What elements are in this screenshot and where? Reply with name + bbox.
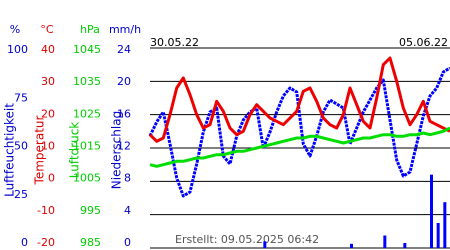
- y-tick-label: 8: [124, 172, 131, 185]
- y-tick-label: 16: [117, 107, 131, 120]
- y-tick-label: 50: [14, 140, 28, 153]
- axis-title: Luftfeuchtigkeit: [3, 103, 17, 197]
- axis-title: Temperatur: [33, 115, 47, 185]
- precip-bar: [403, 243, 407, 248]
- y-tick-label: 30: [41, 75, 55, 88]
- axis-title: Niederschlag: [110, 111, 124, 189]
- footer: Erstellt: 09.05.2025 06:42: [175, 233, 319, 246]
- precip-bar: [436, 223, 440, 248]
- y-tick-label: 20: [41, 107, 55, 120]
- y-tick-label: 10: [41, 140, 55, 153]
- end-date: 05.06.22: [399, 36, 448, 49]
- y-tick-label: 0: [21, 236, 28, 249]
- series-line: [148, 56, 450, 143]
- y-tick-label: 1035: [73, 75, 101, 88]
- precip-bar: [443, 202, 447, 248]
- y-tick-label: 25: [14, 188, 28, 201]
- precip-bar: [350, 243, 353, 248]
- y-tick-label: 100: [7, 43, 28, 56]
- y-tick-label: -20: [37, 236, 55, 249]
- y-tick-label: 40: [41, 43, 55, 56]
- y-tick-label: 985: [80, 236, 101, 249]
- precip-bar: [383, 235, 387, 248]
- y-tick-label: 4: [124, 204, 131, 217]
- y-tick-label: 1025: [73, 107, 101, 120]
- y-tick-label: 20: [117, 75, 131, 88]
- y-tick-label: 995: [80, 204, 101, 217]
- precip-bar: [430, 174, 433, 248]
- series-line: [148, 66, 450, 198]
- y-tick-label: -10: [37, 204, 55, 217]
- axis-unit: °C: [40, 23, 54, 36]
- y-tick-label: 0: [124, 236, 131, 249]
- precip-bar: [263, 241, 267, 248]
- axis-unit: %: [10, 23, 20, 36]
- axis-unit: hPa: [80, 23, 100, 36]
- y-tick-label: 0: [48, 172, 55, 185]
- y-tick-label: 1045: [73, 43, 101, 56]
- y-tick-label: 75: [14, 91, 28, 104]
- axis-unit: mm/h: [109, 23, 141, 36]
- y-tick-label: 24: [117, 43, 131, 56]
- y-tick-label: 12: [117, 140, 131, 153]
- y-tick-label: 1015: [73, 140, 101, 153]
- start-date: 30.05.22: [150, 36, 199, 49]
- axis-title: Luftdruck: [68, 122, 82, 179]
- series-line: [149, 126, 450, 168]
- y-tick-label: 1005: [73, 172, 101, 185]
